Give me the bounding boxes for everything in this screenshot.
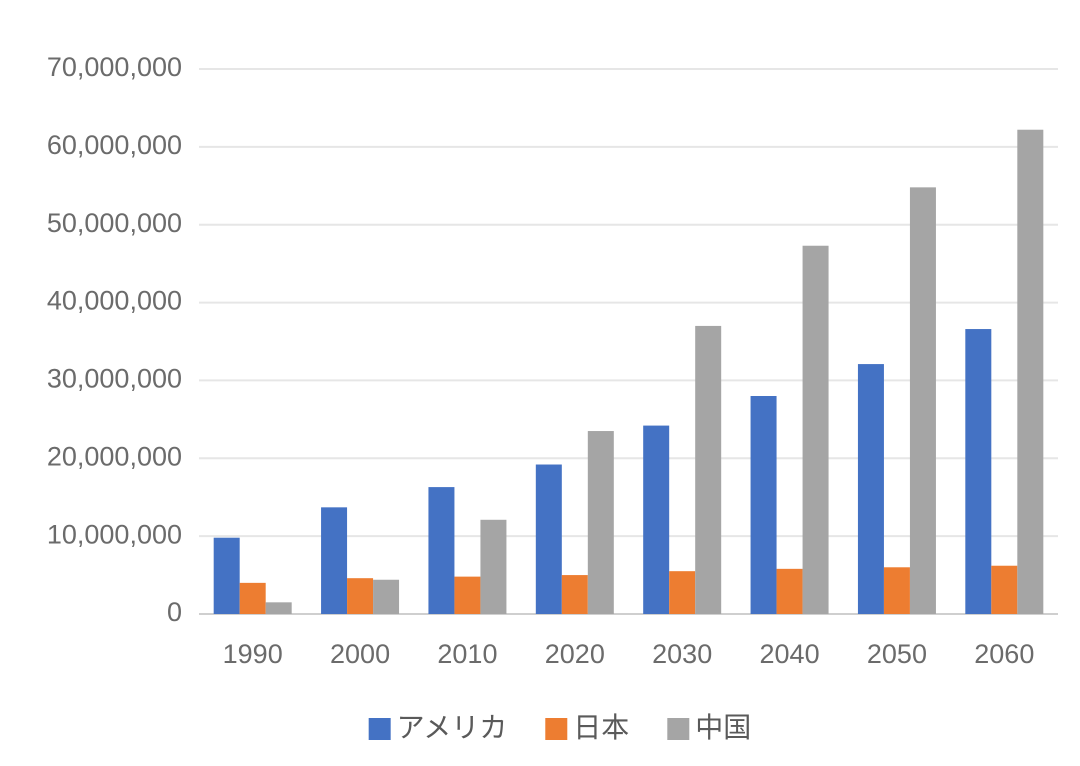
y-tick-label: 0 [167, 597, 182, 627]
legend-item: アメリカ [368, 711, 508, 744]
bar-日本-2060 [991, 565, 1018, 614]
legend-label: アメリカ [397, 711, 508, 744]
legend-item: 中国 [667, 711, 751, 744]
bars [213, 129, 1044, 615]
bar-アメリカ-2040 [750, 396, 777, 614]
bar-日本-2050 [883, 567, 910, 614]
legend-label: 中国 [695, 711, 751, 744]
y-tick-label: 10,000,000 [47, 519, 182, 549]
bar-中国-2030 [695, 325, 722, 614]
x-tick-label: 2000 [330, 639, 390, 669]
bar-日本-2000 [347, 578, 374, 614]
bar-日本-2030 [669, 571, 696, 614]
bar-アメリカ-2000 [321, 507, 348, 614]
bar-中国-2000 [373, 579, 400, 614]
bar-中国-2060 [1017, 129, 1044, 614]
bar-アメリカ-1990 [213, 537, 240, 614]
x-axis-tick-labels: 1990 2000 2010 2020 2030 2040 2050 2060 [223, 639, 1035, 669]
legend-swatch [667, 718, 690, 740]
bar-アメリカ-2030 [643, 425, 670, 614]
y-tick-label: 40,000,000 [47, 286, 182, 316]
legend: アメリカ 日本 中国 [368, 711, 751, 744]
bar-アメリカ-2060 [965, 329, 992, 614]
x-tick-label: 2040 [760, 639, 820, 669]
x-tick-label: 2010 [437, 639, 497, 669]
bar-中国-2020 [587, 431, 614, 614]
bar-中国-2040 [802, 245, 829, 614]
legend-swatch [545, 718, 568, 740]
y-axis-tick-labels: 0 10,000,000 20,000,000 30,000,000 40,000,00… [47, 52, 182, 627]
legend-label: 日本 [573, 711, 629, 744]
y-tick-label: 50,000,000 [47, 208, 182, 238]
bar-中国-2010 [480, 519, 507, 614]
bar-アメリカ-2020 [535, 464, 562, 614]
x-tick-label: 2050 [867, 639, 927, 669]
bar-中国-1990 [265, 602, 292, 614]
bar-日本-2010 [454, 576, 481, 614]
y-tick-label: 20,000,000 [47, 441, 182, 471]
legend-swatch [368, 718, 391, 740]
bar-アメリカ-2010 [428, 487, 455, 614]
bar-日本-2020 [561, 575, 588, 614]
bar-アメリカ-2050 [857, 364, 884, 614]
x-tick-label: 2030 [652, 639, 712, 669]
y-tick-label: 60,000,000 [47, 130, 182, 160]
bar-中国-2050 [909, 187, 936, 615]
legend-item: 日本 [545, 711, 629, 744]
x-tick-label: 1990 [223, 639, 283, 669]
y-tick-label: 70,000,000 [47, 52, 182, 82]
bar-日本-2040 [776, 568, 803, 614]
x-tick-label: 2020 [545, 639, 605, 669]
x-tick-label: 2060 [974, 639, 1034, 669]
y-tick-label: 30,000,000 [47, 364, 182, 394]
bar-日本-1990 [239, 582, 266, 614]
